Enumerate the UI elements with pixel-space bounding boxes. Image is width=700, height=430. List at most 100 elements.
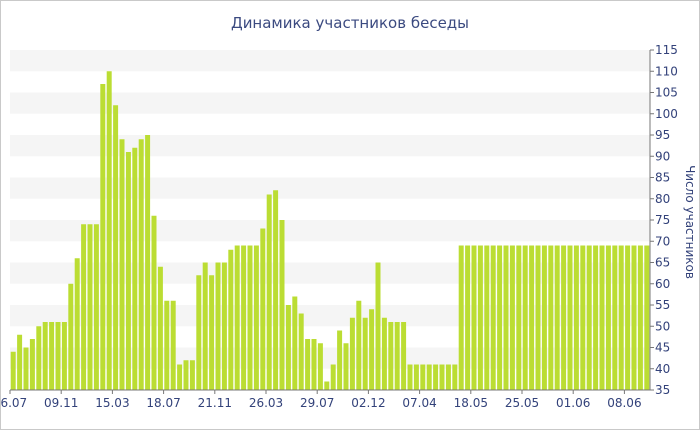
bar[interactable]	[509, 245, 515, 391]
bar[interactable]	[477, 245, 483, 391]
bar[interactable]	[573, 245, 579, 391]
bar[interactable]	[273, 190, 279, 390]
bar[interactable]	[87, 224, 93, 390]
bar[interactable]	[433, 364, 439, 391]
bar[interactable]	[17, 334, 23, 390]
bar[interactable]	[125, 152, 131, 390]
bar[interactable]	[113, 105, 119, 390]
bar[interactable]	[407, 364, 413, 391]
bar[interactable]	[413, 364, 419, 391]
bar[interactable]	[548, 245, 554, 391]
bar[interactable]	[490, 245, 496, 391]
bar[interactable]	[49, 322, 55, 390]
bar[interactable]	[529, 245, 535, 391]
bar[interactable]	[253, 245, 259, 391]
bar[interactable]	[522, 245, 528, 391]
bar[interactable]	[311, 339, 317, 390]
bar[interactable]	[458, 245, 464, 391]
bar[interactable]	[465, 245, 471, 391]
bar[interactable]	[145, 135, 151, 390]
bar[interactable]	[644, 245, 650, 391]
bar[interactable]	[247, 245, 253, 391]
bar[interactable]	[305, 339, 311, 390]
bar[interactable]	[324, 381, 330, 391]
bar[interactable]	[388, 322, 394, 390]
bar[interactable]	[209, 275, 215, 390]
bar[interactable]	[580, 245, 586, 391]
bar[interactable]	[68, 283, 74, 390]
bar[interactable]	[343, 343, 349, 390]
bar[interactable]	[349, 317, 355, 390]
bar[interactable]	[93, 224, 99, 390]
bar[interactable]	[189, 360, 195, 390]
bar[interactable]	[535, 245, 541, 391]
bar[interactable]	[445, 364, 451, 391]
bar[interactable]	[74, 258, 80, 390]
bar[interactable]	[561, 245, 567, 391]
bar[interactable]	[234, 245, 240, 391]
bar[interactable]	[138, 139, 144, 390]
bar[interactable]	[317, 343, 323, 390]
bar[interactable]	[554, 245, 560, 391]
bar[interactable]	[202, 262, 208, 391]
bar[interactable]	[375, 262, 381, 391]
bar[interactable]	[132, 147, 138, 390]
bar[interactable]	[330, 364, 336, 391]
bar[interactable]	[260, 228, 266, 391]
bar[interactable]	[177, 364, 183, 391]
bar[interactable]	[381, 317, 387, 390]
bar[interactable]	[362, 317, 368, 390]
bar[interactable]	[241, 245, 247, 391]
bar[interactable]	[605, 245, 611, 391]
bar[interactable]	[285, 305, 291, 390]
bar[interactable]	[599, 245, 605, 391]
bar[interactable]	[164, 300, 170, 390]
bar[interactable]	[298, 313, 304, 391]
bar[interactable]	[516, 245, 522, 391]
bar[interactable]	[439, 364, 445, 391]
bar[interactable]	[221, 262, 227, 391]
bar[interactable]	[100, 84, 106, 390]
bar[interactable]	[228, 249, 234, 390]
bar[interactable]	[170, 300, 176, 390]
bar[interactable]	[157, 266, 163, 390]
bar[interactable]	[618, 245, 624, 391]
bar[interactable]	[337, 330, 343, 391]
bar[interactable]	[484, 245, 490, 391]
bar[interactable]	[106, 71, 112, 390]
bar[interactable]	[151, 215, 157, 390]
bar[interactable]	[394, 322, 400, 390]
bar[interactable]	[420, 364, 426, 391]
bar[interactable]	[631, 245, 637, 391]
bar[interactable]	[61, 322, 67, 390]
bar[interactable]	[81, 224, 87, 390]
bar[interactable]	[196, 275, 202, 390]
bar[interactable]	[356, 300, 362, 390]
bar[interactable]	[279, 220, 285, 390]
bar[interactable]	[183, 360, 189, 390]
bar[interactable]	[567, 245, 573, 391]
bar[interactable]	[29, 339, 35, 390]
bar[interactable]	[612, 245, 618, 391]
bar[interactable]	[215, 262, 221, 391]
bar[interactable]	[471, 245, 477, 391]
bar[interactable]	[369, 309, 375, 390]
bar[interactable]	[119, 139, 125, 390]
bar[interactable]	[292, 296, 298, 391]
bar[interactable]	[426, 364, 432, 391]
bar[interactable]	[593, 245, 599, 391]
bar[interactable]	[637, 245, 643, 391]
bar[interactable]	[503, 245, 509, 391]
bar[interactable]	[541, 245, 547, 391]
bar[interactable]	[266, 194, 272, 391]
bar[interactable]	[625, 245, 631, 391]
bar[interactable]	[452, 364, 458, 391]
bar[interactable]	[42, 322, 48, 390]
bar[interactable]	[36, 326, 42, 390]
bar[interactable]	[10, 351, 16, 390]
bar[interactable]	[55, 322, 61, 390]
bar[interactable]	[586, 245, 592, 391]
bar[interactable]	[401, 322, 407, 390]
bar[interactable]	[23, 347, 29, 391]
bar[interactable]	[497, 245, 503, 391]
